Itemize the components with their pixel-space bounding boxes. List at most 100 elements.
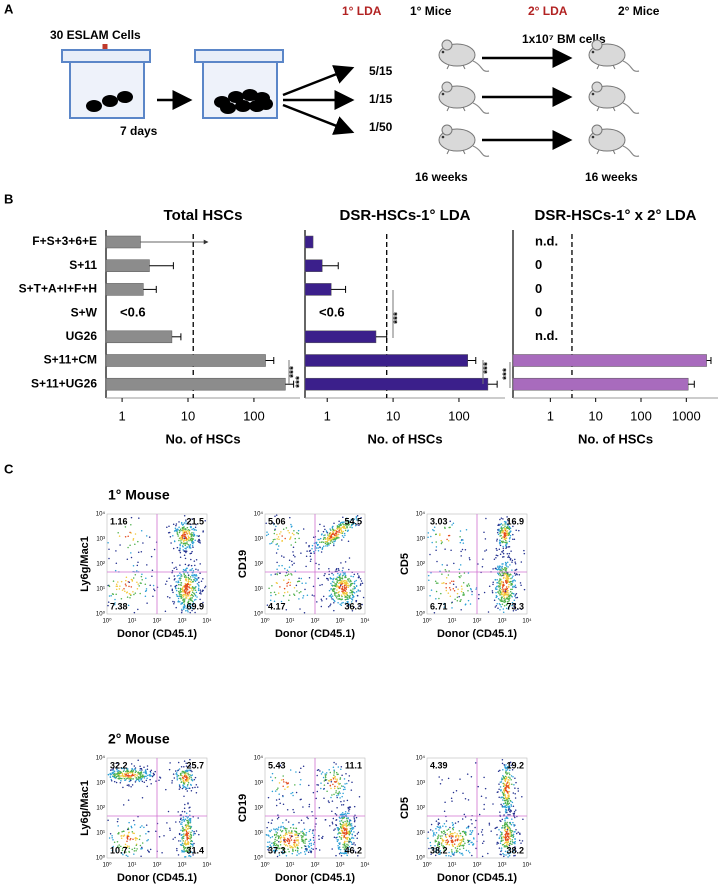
panel-label: C bbox=[4, 461, 14, 476]
event-dot bbox=[496, 843, 498, 845]
event-dot bbox=[181, 609, 183, 612]
event-dot bbox=[432, 830, 434, 832]
event-dot bbox=[181, 810, 184, 813]
event-dot bbox=[512, 533, 514, 536]
event-dot bbox=[109, 776, 112, 778]
event-dot bbox=[183, 514, 186, 517]
event-dot bbox=[183, 807, 186, 809]
event-dot bbox=[454, 847, 457, 849]
event-dot bbox=[187, 783, 189, 786]
y-axis-title: CD5 bbox=[399, 553, 411, 575]
event-dot bbox=[460, 550, 462, 553]
event-dot bbox=[499, 565, 501, 568]
event-dot bbox=[359, 578, 362, 580]
event-dot bbox=[441, 842, 443, 844]
event-dot bbox=[192, 834, 195, 836]
event-dot bbox=[348, 833, 351, 836]
event-dot bbox=[285, 831, 288, 833]
event-dot bbox=[273, 851, 276, 853]
event-dot bbox=[340, 530, 343, 533]
event-dot bbox=[496, 569, 499, 571]
event-dot bbox=[502, 768, 504, 771]
event-dot bbox=[132, 564, 135, 567]
event-dot bbox=[434, 840, 437, 843]
event-dot bbox=[195, 598, 197, 601]
event-dot bbox=[142, 775, 145, 778]
event-dot bbox=[329, 542, 332, 544]
event-dot bbox=[187, 787, 189, 789]
event-dot bbox=[189, 819, 192, 821]
event-dot bbox=[148, 536, 151, 538]
event-dot bbox=[512, 792, 515, 794]
event-dot bbox=[182, 568, 185, 571]
event-dot bbox=[334, 582, 336, 585]
event-dot bbox=[302, 528, 305, 530]
x-tick-label: 100 bbox=[243, 408, 265, 423]
event-dot bbox=[116, 841, 119, 843]
event-dot bbox=[499, 530, 502, 532]
event-dot bbox=[190, 569, 193, 571]
event-dot bbox=[343, 848, 346, 850]
event-dot bbox=[195, 574, 197, 576]
event-dot bbox=[136, 837, 138, 840]
event-dot bbox=[324, 538, 327, 541]
event-dot bbox=[138, 780, 141, 783]
event-dot bbox=[149, 778, 151, 781]
event-dot bbox=[130, 763, 133, 765]
event-dot bbox=[170, 542, 172, 544]
event-dot bbox=[179, 777, 182, 780]
event-dot bbox=[460, 555, 462, 557]
event-dot bbox=[349, 594, 351, 597]
event-dot bbox=[182, 837, 185, 840]
event-dot bbox=[189, 590, 191, 592]
event-dot bbox=[126, 838, 129, 840]
event-dot bbox=[141, 846, 143, 849]
event-dot bbox=[136, 848, 138, 850]
event-dot bbox=[435, 582, 438, 584]
category-label: S+T+A+I+F+H bbox=[19, 282, 97, 296]
event-dot bbox=[498, 847, 501, 849]
event-dot bbox=[108, 837, 111, 839]
event-dot bbox=[316, 543, 319, 546]
event-dot bbox=[331, 595, 334, 597]
event-dot bbox=[133, 819, 135, 822]
event-dot bbox=[274, 838, 276, 841]
event-dot bbox=[457, 588, 459, 591]
event-dot bbox=[189, 602, 192, 605]
event-dot bbox=[180, 594, 183, 596]
event-dot bbox=[344, 534, 346, 537]
event-dot bbox=[330, 577, 333, 580]
event-dot bbox=[332, 783, 334, 786]
event-dot bbox=[346, 523, 349, 526]
bar bbox=[512, 377, 689, 391]
event-dot bbox=[138, 772, 140, 775]
event-dot bbox=[337, 839, 340, 841]
event-dot bbox=[336, 826, 339, 829]
event-dot bbox=[429, 841, 432, 844]
event-dot bbox=[523, 552, 526, 555]
event-dot bbox=[505, 588, 508, 591]
event-dot bbox=[334, 776, 336, 779]
event-dot bbox=[333, 787, 336, 790]
event-dot bbox=[504, 598, 506, 600]
event-dot bbox=[462, 539, 464, 541]
event-dot bbox=[293, 562, 295, 565]
event-dot bbox=[311, 810, 313, 813]
event-dot bbox=[501, 569, 503, 572]
event-dot bbox=[454, 832, 456, 834]
event-dot bbox=[459, 842, 461, 844]
event-dot bbox=[503, 854, 505, 856]
event-dot bbox=[341, 811, 344, 814]
event-dot bbox=[324, 537, 326, 539]
event-dot bbox=[346, 597, 349, 599]
event-dot bbox=[521, 796, 523, 798]
event-dot bbox=[503, 824, 506, 826]
event-dot bbox=[503, 836, 505, 839]
event-dot bbox=[193, 578, 195, 581]
event-dot bbox=[197, 577, 200, 579]
event-dot bbox=[331, 821, 334, 824]
event-dot bbox=[328, 573, 330, 576]
event-dot bbox=[339, 792, 341, 795]
event-dot bbox=[180, 817, 182, 819]
event-dot bbox=[112, 593, 115, 595]
